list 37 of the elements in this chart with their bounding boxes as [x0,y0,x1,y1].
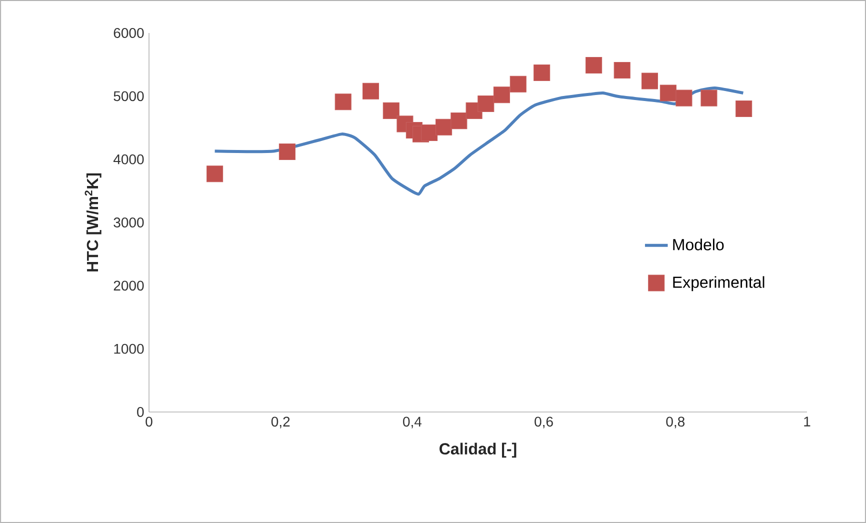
point [660,84,676,102]
point [436,118,452,136]
y-tick-label: 1000 [114,344,144,354]
y-tick-label: 6000 [114,28,144,38]
x-tick-label: 0 [146,416,152,427]
point [493,86,510,104]
x-tick-label: 1 [804,416,810,426]
x-tick-label: 0,2 [271,416,290,428]
point [450,112,468,130]
x-tick-label: 0,8 [666,416,685,428]
y-tick-label: 5000 [114,91,144,102]
y-tick-label: 3000 [114,218,144,228]
x-axis-title: Calidad [-] [440,442,516,458]
line-series [213,86,745,196]
point [534,64,550,82]
y-tick-label: 2000 [114,280,144,291]
point [700,90,718,106]
y-axis-title: HTC [W/m$^{2}$K] [84,173,102,272]
point [421,124,438,142]
x-tick-label: 0,4 [403,416,422,428]
point [334,94,352,110]
legend-label: Experimental [673,276,764,292]
y-tick-label: 4000 [113,154,144,164]
point [586,56,602,74]
x-tick-label: 0,6 [534,416,553,428]
point [614,62,630,79]
point [641,72,658,90]
point [278,143,296,160]
legend-label: Modelo [673,238,724,250]
point [510,76,526,92]
point [736,100,752,118]
point [478,95,494,112]
point [676,90,692,106]
point [362,82,380,100]
y-tick-label: 0 [137,407,144,417]
point [206,166,224,182]
point [382,102,400,119]
